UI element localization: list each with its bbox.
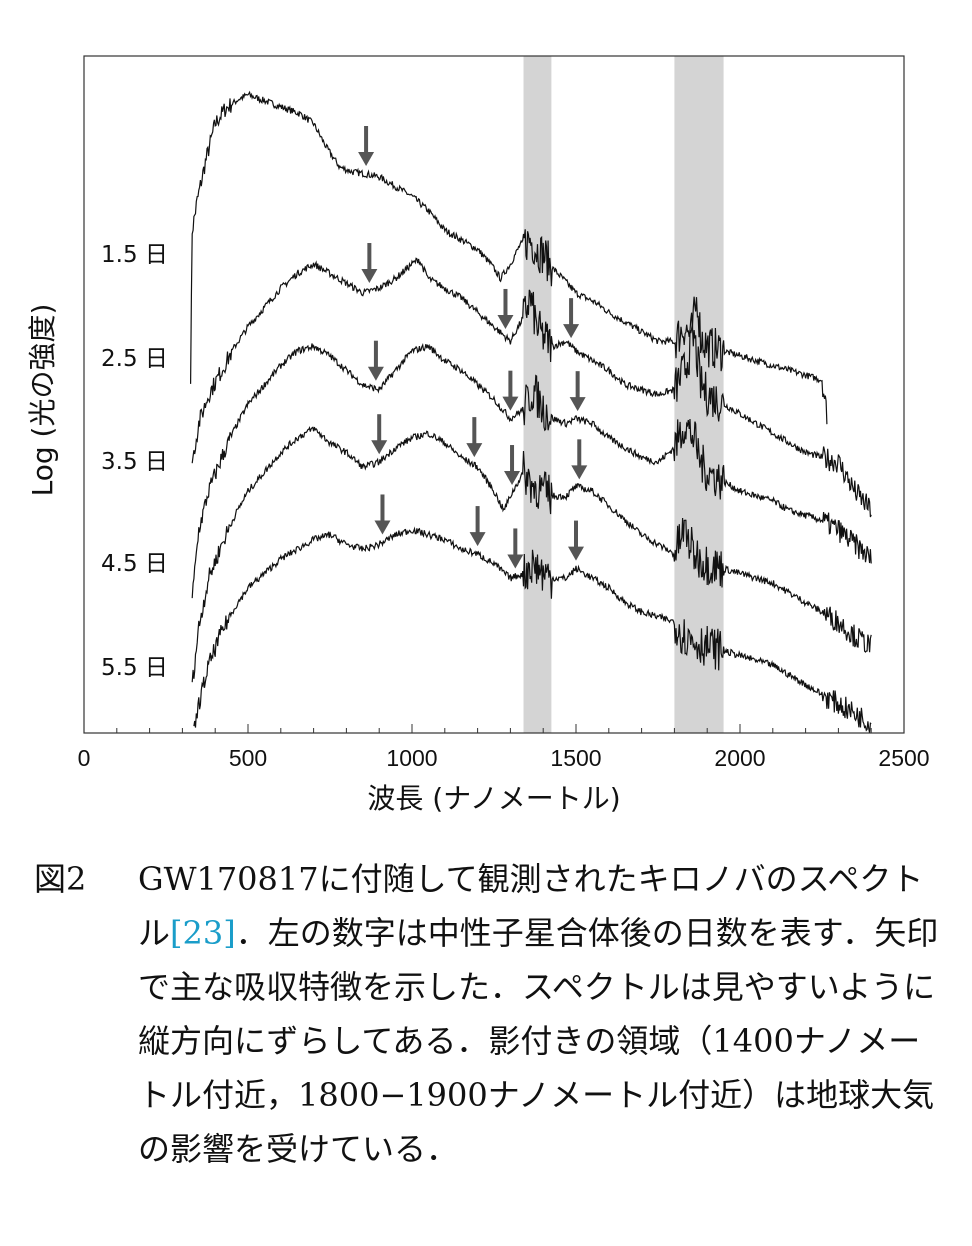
absorption-arrow-13 (469, 506, 486, 547)
caption-body: GW170817に付随して観測されたキロノバのスペクトル[23]．左の数字は中性… (138, 852, 944, 1176)
spectra (190, 90, 872, 733)
series-labels: 1.5 日 2.5 日 3.5 日 4.5 日 5.5 日 (101, 242, 168, 681)
absorption-arrow-14 (507, 528, 524, 569)
absorption-arrow-9 (466, 417, 483, 458)
series-label-4: 4.5 日 (101, 551, 168, 577)
arrow-head (507, 554, 524, 569)
axes: 0 500 1000 1500 2000 2500 (78, 55, 930, 771)
absorption-arrow-1 (358, 125, 375, 166)
absorption-arrow-8 (371, 414, 388, 455)
spectrum-line-1 (190, 90, 828, 425)
absorption-arrow-10 (504, 445, 521, 486)
spectrum-figure: 0 500 1000 1500 2000 2500 1.5 日 2.5 日 3.5 日 4.5 … (26, 55, 930, 815)
series-label-3: 3.5 日 (101, 449, 168, 475)
x-tick-label-1000: 1000 (386, 745, 437, 771)
absorption-arrow-12 (374, 494, 391, 535)
arrow-head (568, 546, 584, 561)
figure-caption: 図2 GW170817に付随して観測されたキロノバのスペクトル[23]．左の数字… (34, 852, 944, 1176)
spectrum-chart: 0 500 1000 1500 2000 2500 1.5 日 2.5 日 3.5 日 4.5 … (26, 55, 930, 815)
absorption-arrow-11 (571, 439, 588, 480)
absorption-arrow-4 (563, 298, 580, 339)
absorption-arrow-6 (502, 370, 519, 411)
atmospheric-bands (523, 56, 724, 733)
x-tick-label-0: 0 (78, 745, 91, 771)
absorption-arrow-3 (497, 288, 514, 329)
y-axis-label: Log (光の強度) (26, 304, 59, 497)
spectrum-line-2 (191, 257, 872, 518)
plot-frame (83, 55, 905, 734)
arrow-head (466, 443, 483, 458)
series-label-2: 2.5 日 (101, 346, 168, 372)
caption-text-2: ．左の数字は中性子星合体後の日数を表す．矢印で主な吸収特徴を示した．スペクトルは… (138, 914, 939, 1168)
arrow-head (358, 151, 375, 166)
x-axis-label: 波長 (ナノメートル) (367, 782, 620, 815)
absorption-arrows (358, 125, 588, 569)
series-label-5: 5.5 日 (101, 655, 168, 681)
series-label-1: 1.5 日 (101, 242, 168, 268)
absorption-arrow-5 (367, 340, 384, 381)
spectrum-line-3 (191, 343, 872, 599)
arrow-head (571, 465, 588, 480)
arrow-head (497, 314, 514, 329)
caption-label: 図2 (34, 860, 87, 898)
arrow-head (502, 396, 519, 411)
absorption-arrow-7 (569, 371, 586, 412)
spectrum-line-4 (191, 425, 872, 683)
arrow-head (367, 366, 384, 381)
caption-reference-link[interactable]: [23] (170, 914, 236, 952)
arrow-head (563, 324, 580, 339)
x-tick-label-500: 500 (229, 745, 267, 771)
absorption-arrow-15 (568, 520, 584, 561)
x-tick-label-2000: 2000 (714, 745, 765, 771)
arrow-head (374, 520, 391, 535)
arrow-head (361, 269, 378, 284)
absorption-arrow-2 (361, 243, 378, 284)
arrow-head (504, 471, 521, 486)
x-tick-label-2500: 2500 (878, 745, 929, 771)
arrow-head (371, 440, 388, 455)
caption-text-1: GW170817に付随して観測されたキロノバのスペクトル (138, 860, 924, 952)
spectrum-line-5 (193, 526, 872, 733)
x-tick-label-1500: 1500 (550, 745, 601, 771)
arrow-head (469, 532, 486, 547)
arrow-head (569, 397, 586, 412)
